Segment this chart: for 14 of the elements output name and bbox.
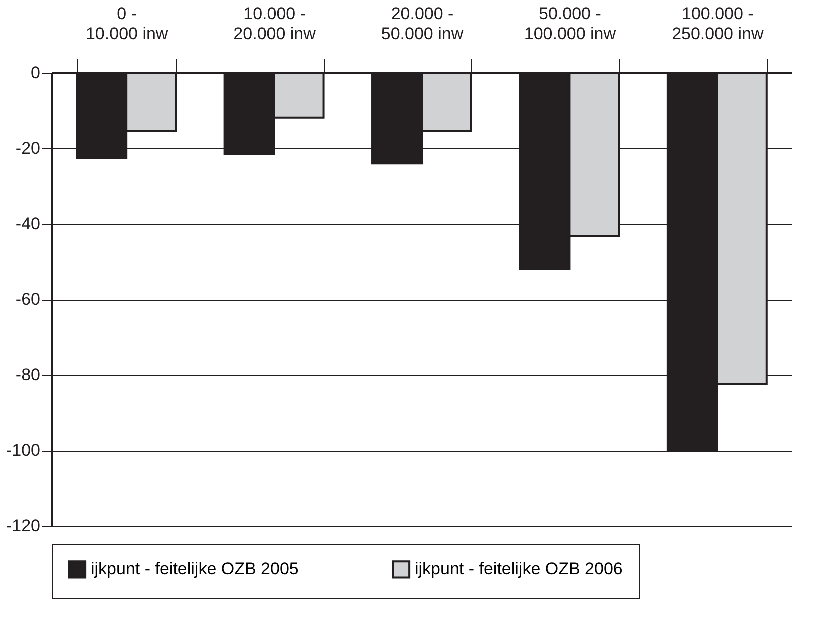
legend-label: ijkpunt - feitelijke OZB 2005 — [91, 560, 299, 579]
y-tick-label: 0 — [31, 64, 40, 82]
x-tick-label: 100.000 - 250.000 inw — [672, 4, 764, 44]
y-tick-label: -20 — [16, 139, 40, 158]
y-tick-label: -80 — [16, 366, 40, 384]
legend-label: ijkpunt - feitelijke OZB 2006 — [415, 560, 623, 579]
x-tick-label: 0 - 10.000 inw — [86, 4, 169, 44]
y-tick-label: -40 — [16, 214, 40, 234]
y-tick-label: -120 — [6, 516, 40, 536]
x-tick-label: 20.000 - 50.000 inw — [381, 4, 464, 44]
y-tick-label: -100 — [6, 441, 40, 460]
x-tick-label: 10.000 - 20.000 inw — [234, 4, 317, 44]
x-tick-label: 50.000 - 100.000 inw — [524, 4, 617, 44]
y-tick-label: -60 — [16, 290, 40, 309]
